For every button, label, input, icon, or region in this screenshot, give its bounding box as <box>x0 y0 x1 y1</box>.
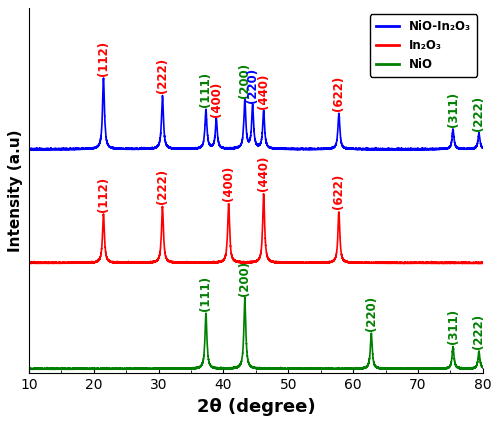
Text: (440): (440) <box>257 156 270 191</box>
Text: (200): (200) <box>238 260 252 296</box>
Text: (111): (111) <box>200 276 212 311</box>
Text: (112): (112) <box>97 41 110 76</box>
Legend: NiO-In₂O₃, In₂O₃, NiO: NiO-In₂O₃, In₂O₃, NiO <box>370 14 477 77</box>
Text: (220): (220) <box>365 296 378 331</box>
Text: (200): (200) <box>238 63 252 98</box>
Text: (111): (111) <box>200 72 212 107</box>
Y-axis label: Intensity (a.u): Intensity (a.u) <box>8 130 24 252</box>
Text: (622): (622) <box>332 174 345 209</box>
Text: (112): (112) <box>97 176 110 212</box>
Text: (400): (400) <box>222 166 235 201</box>
Text: (222): (222) <box>156 169 169 204</box>
Text: (220): (220) <box>246 68 259 103</box>
Text: (622): (622) <box>332 76 345 111</box>
Text: (222): (222) <box>472 314 486 349</box>
Text: (311): (311) <box>446 92 460 127</box>
Text: (222): (222) <box>156 58 169 93</box>
X-axis label: 2θ (degree): 2θ (degree) <box>196 398 315 416</box>
Text: (222): (222) <box>472 96 486 131</box>
Text: (400): (400) <box>210 81 223 117</box>
Text: (440): (440) <box>257 73 270 109</box>
Text: (311): (311) <box>446 309 460 344</box>
